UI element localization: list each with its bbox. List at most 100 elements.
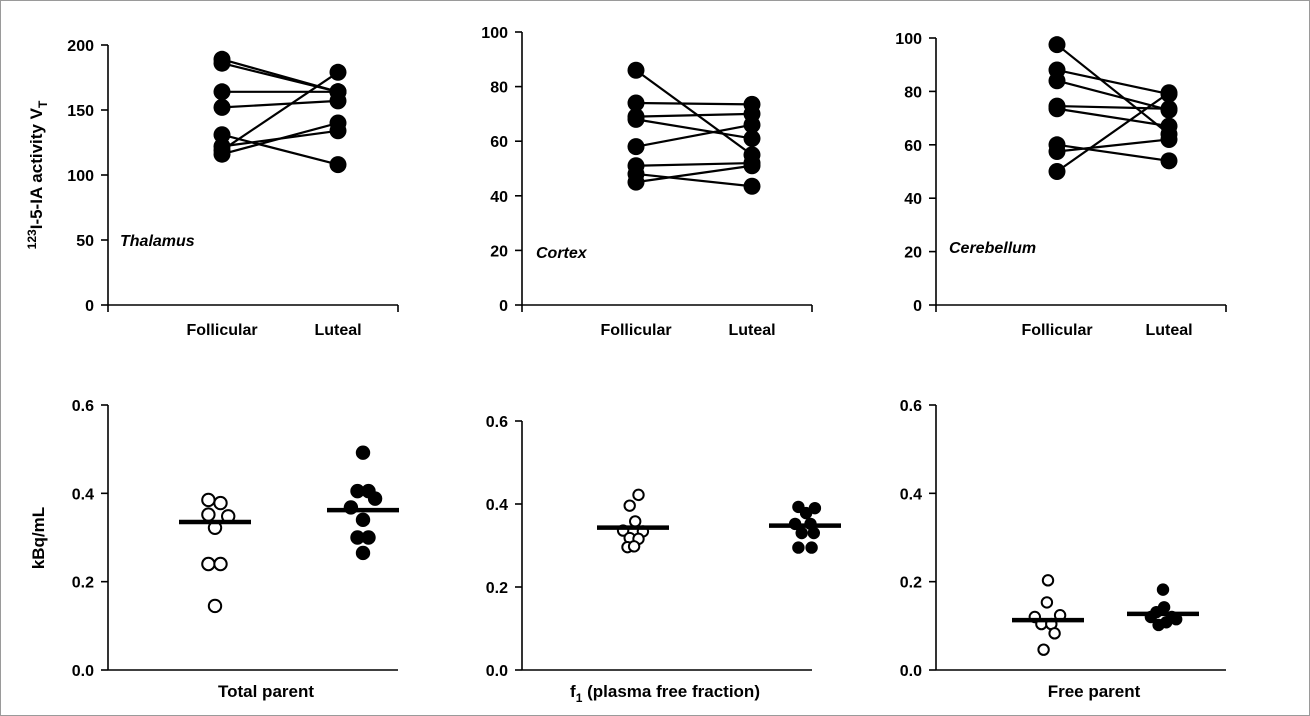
- follicular-point: [627, 61, 645, 79]
- subject-line: [635, 69, 753, 156]
- y-axis-label-superscript: 123: [25, 229, 39, 249]
- y-tick-label: 0.0: [72, 663, 94, 680]
- subject-line: [635, 161, 753, 167]
- subject-line: [1056, 68, 1170, 96]
- luteal-point: [361, 530, 376, 545]
- luteal-point: [329, 63, 347, 81]
- y-tick-label: 50: [76, 233, 94, 250]
- y-tick-label: 0: [913, 298, 922, 315]
- y-tick-label: 0.2: [486, 580, 508, 597]
- follicular-point: [1040, 596, 1054, 609]
- follicular-point: [627, 110, 645, 128]
- luteal-point: [355, 445, 371, 460]
- follicular-point: [201, 556, 216, 572]
- y-axis-label-subscript: T: [36, 100, 50, 108]
- follicular-point: [623, 499, 636, 512]
- y-axis-label: kBq/mL: [29, 507, 48, 569]
- luteal-point: [792, 541, 805, 554]
- y-tick-label: 0.0: [900, 663, 922, 680]
- subject-line: [1056, 107, 1170, 128]
- luteal-point: [329, 156, 347, 174]
- x-axis-label: Total parent: [218, 682, 314, 701]
- y-tick-label: 80: [490, 80, 508, 97]
- x-axis-label-symbol: f: [570, 682, 576, 701]
- follicular-point: [213, 83, 231, 101]
- follicular-point: [1048, 100, 1066, 118]
- y-tick-label: 80: [904, 84, 922, 101]
- subject-line: [635, 101, 753, 106]
- follicular-point: [627, 94, 645, 112]
- follicular-point: [627, 540, 641, 553]
- luteal-point: [1160, 152, 1178, 170]
- follicular-point: [1048, 142, 1066, 160]
- subject-line: [221, 99, 339, 109]
- luteal-point: [795, 526, 808, 540]
- luteal-point: [743, 157, 761, 175]
- subject-line: [635, 118, 753, 140]
- luteal-point: [329, 114, 347, 132]
- subject-line: [635, 112, 753, 118]
- y-tick-label: 100: [67, 168, 94, 185]
- x-category-label: Follicular: [600, 322, 671, 339]
- follicular-point: [213, 556, 228, 572]
- x-axis-label: Free parent: [1048, 682, 1141, 701]
- y-tick-label: 40: [490, 189, 508, 206]
- x-category-label: Luteal: [1145, 322, 1192, 339]
- luteal-point: [1152, 618, 1165, 632]
- subject-line: [635, 123, 753, 148]
- y-tick-label: 200: [67, 38, 94, 55]
- luteal-point: [805, 541, 818, 554]
- follicular-point: [1048, 72, 1066, 90]
- x-axis-label-subscript: 1: [576, 691, 583, 705]
- x-axis-label-text: (plasma free fraction): [582, 682, 760, 701]
- y-tick-label: 0.2: [900, 575, 922, 592]
- follicular-point: [213, 145, 231, 163]
- y-tick-label: 150: [67, 103, 94, 120]
- follicular-point: [207, 598, 223, 614]
- follicular-point: [632, 488, 645, 502]
- luteal-point: [743, 116, 761, 134]
- subject-line: [1056, 91, 1170, 173]
- y-tick-label: 60: [904, 138, 922, 155]
- subject-line: [221, 121, 339, 156]
- region-label: Thalamus: [120, 233, 195, 250]
- subject-line: [635, 164, 753, 184]
- x-category-label: Luteal: [314, 322, 361, 339]
- luteal-point: [1156, 583, 1170, 596]
- x-category-label: Follicular: [1021, 322, 1092, 339]
- luteal-point: [1160, 117, 1178, 135]
- y-tick-label: 100: [895, 31, 922, 48]
- luteal-point: [743, 129, 761, 147]
- follicular-point: [627, 173, 645, 191]
- subject-line: [1056, 43, 1170, 135]
- follicular-point: [201, 492, 216, 508]
- subject-line: [221, 71, 339, 152]
- subject-line: [221, 62, 339, 93]
- x-axis-label: f1 (plasma free fraction): [570, 682, 760, 705]
- subject-line: [1056, 104, 1170, 110]
- luteal-point: [355, 545, 371, 561]
- region-label: Cortex: [536, 245, 588, 262]
- y-tick-label: 40: [904, 191, 922, 208]
- y-tick-label: 0.6: [900, 398, 922, 415]
- luteal-point: [355, 512, 371, 528]
- follicular-point: [1041, 574, 1055, 587]
- x-category-label: Luteal: [728, 322, 775, 339]
- luteal-point: [792, 500, 805, 514]
- luteal-point: [807, 526, 820, 540]
- y-tick-label: 100: [481, 25, 508, 42]
- follicular-point: [213, 54, 231, 72]
- follicular-point: [627, 138, 645, 156]
- y-tick-label: 0.4: [486, 497, 508, 514]
- subject-line: [221, 133, 339, 166]
- subject-line: [1056, 143, 1170, 162]
- y-tick-label: 20: [490, 243, 508, 260]
- x-category-label: Follicular: [186, 322, 257, 339]
- subject-line: [635, 172, 753, 188]
- y-tick-label: 0.6: [72, 398, 94, 415]
- luteal-point: [1160, 84, 1178, 102]
- y-tick-label: 20: [904, 245, 922, 262]
- y-tick-label: 0.2: [72, 575, 94, 592]
- luteal-point: [1160, 130, 1178, 148]
